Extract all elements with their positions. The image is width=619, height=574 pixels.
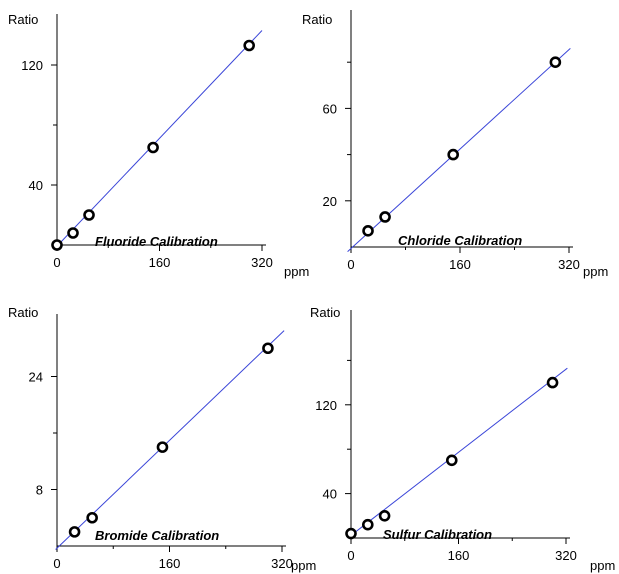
x-unit-label: ppm — [291, 558, 316, 573]
y-axis-title: Ratio — [310, 305, 340, 320]
x-tick-label: 320 — [251, 255, 273, 270]
data-point — [546, 376, 559, 389]
x-unit-label: ppm — [583, 264, 608, 279]
y-axis-title: Ratio — [8, 12, 38, 27]
y-tick-label: 120 — [21, 58, 43, 73]
x-tick-label: 0 — [347, 548, 354, 563]
y-tick-label: 40 — [323, 487, 337, 502]
x-tick-label: 0 — [53, 255, 60, 270]
x-unit-label: ppm — [590, 558, 615, 573]
data-point — [378, 509, 391, 522]
chart-title: Chloride Calibration — [398, 233, 522, 248]
x-unit-label: ppm — [284, 264, 309, 279]
y-tick-label: 8 — [36, 483, 43, 498]
data-point — [361, 518, 374, 531]
chart-title: Bromide Calibration — [95, 528, 219, 543]
y-tick-label: 40 — [29, 178, 43, 193]
chart-title: Sulfur Calibration — [383, 527, 492, 542]
data-point — [147, 141, 159, 154]
y-tick-label: 120 — [315, 398, 337, 413]
data-point — [156, 441, 169, 453]
data-point — [86, 511, 98, 524]
data-point — [243, 39, 255, 52]
data-point — [345, 527, 357, 540]
y-axis-title: Ratio — [302, 12, 332, 27]
y-axis-title: Ratio — [8, 305, 38, 320]
data-point — [379, 211, 391, 223]
y-tick-label: 20 — [323, 194, 337, 209]
x-tick-label: 160 — [449, 257, 471, 272]
data-point — [67, 227, 79, 239]
y-tick-label: 24 — [29, 370, 43, 385]
fit-line — [347, 367, 568, 539]
data-point — [68, 526, 81, 538]
data-point — [362, 225, 374, 237]
x-tick-label: 320 — [558, 257, 580, 272]
data-point — [445, 454, 458, 467]
x-tick-label: 320 — [271, 556, 293, 571]
x-tick-label: 0 — [347, 257, 354, 272]
data-point — [447, 148, 459, 161]
data-point — [51, 239, 63, 251]
x-tick-label: 0 — [53, 556, 60, 571]
x-tick-label: 320 — [555, 548, 577, 563]
data-point — [83, 209, 95, 221]
data-point — [549, 56, 562, 69]
x-tick-label: 160 — [159, 556, 181, 571]
data-point — [262, 342, 274, 355]
fit-line — [347, 47, 571, 252]
chart-title: Fluoride Calibration — [95, 234, 218, 249]
x-tick-label: 160 — [448, 548, 470, 563]
y-tick-label: 60 — [323, 101, 337, 116]
x-tick-label: 160 — [149, 255, 171, 270]
